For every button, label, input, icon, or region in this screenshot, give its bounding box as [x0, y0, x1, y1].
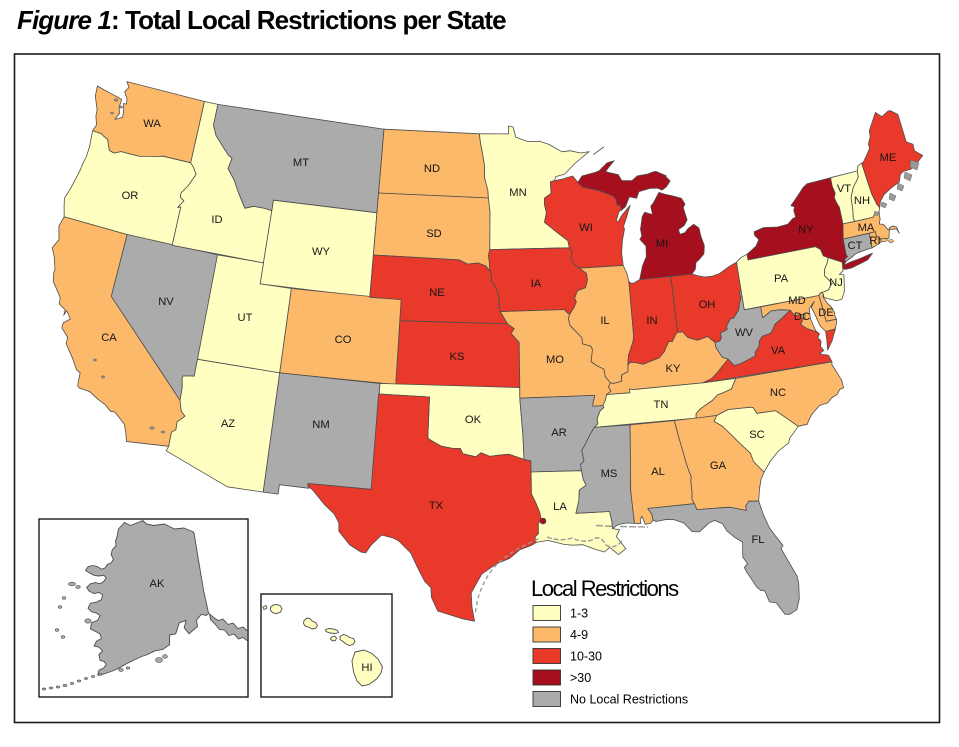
svg-text:MS: MS: [601, 468, 618, 480]
svg-text:4-9: 4-9: [570, 628, 588, 642]
svg-text:CA: CA: [101, 332, 117, 344]
svg-text:DC: DC: [794, 311, 810, 323]
svg-text:TN: TN: [654, 399, 669, 411]
svg-text:MT: MT: [293, 157, 309, 169]
svg-text:No Local Restrictions: No Local Restrictions: [570, 693, 688, 707]
svg-text:LA: LA: [553, 501, 567, 513]
svg-text:CT: CT: [848, 240, 863, 252]
svg-text:WA: WA: [143, 118, 161, 130]
svg-text:WY: WY: [312, 246, 331, 258]
svg-text:MN: MN: [509, 187, 526, 199]
svg-text:SD: SD: [426, 228, 442, 240]
svg-text:IN: IN: [646, 315, 657, 327]
svg-text:MA: MA: [858, 222, 875, 234]
svg-text:KS: KS: [450, 351, 465, 363]
svg-text:NM: NM: [312, 419, 329, 431]
svg-text:NV: NV: [158, 296, 174, 308]
svg-text:NH: NH: [854, 195, 870, 207]
svg-text:IA: IA: [531, 278, 542, 290]
svg-text:NY: NY: [798, 224, 814, 236]
svg-text:MO: MO: [546, 354, 564, 366]
svg-text:NJ: NJ: [829, 277, 843, 289]
svg-text:NC: NC: [770, 387, 786, 399]
svg-text:ND: ND: [424, 163, 440, 175]
svg-text:>30: >30: [570, 671, 591, 685]
svg-text:RI: RI: [869, 235, 880, 247]
svg-text:WV: WV: [735, 327, 754, 339]
svg-text:AL: AL: [651, 466, 665, 478]
svg-text:DE: DE: [818, 307, 834, 319]
svg-text:PA: PA: [774, 273, 789, 285]
svg-text:AZ: AZ: [221, 418, 235, 430]
svg-text:ID: ID: [211, 214, 222, 226]
svg-text:MD: MD: [788, 295, 805, 307]
svg-text:OK: OK: [465, 414, 482, 426]
svg-text:AR: AR: [551, 427, 567, 439]
svg-text:SC: SC: [749, 429, 765, 441]
svg-text:AK: AK: [150, 578, 165, 590]
svg-text:Figure 1: Total Local Restrict: Figure 1: Total Local Restrictions per S…: [17, 5, 506, 35]
svg-text:OH: OH: [699, 299, 716, 311]
svg-text:VA: VA: [771, 345, 786, 357]
svg-text:10-30: 10-30: [570, 650, 602, 664]
svg-text:KY: KY: [666, 363, 681, 375]
svg-text:GA: GA: [710, 460, 727, 472]
svg-text:ME: ME: [880, 152, 897, 164]
svg-text:WI: WI: [579, 222, 593, 234]
svg-text:Local Restrictions: Local Restrictions: [531, 576, 679, 601]
svg-text:UT: UT: [238, 312, 253, 324]
svg-text:CO: CO: [335, 334, 352, 346]
svg-text:1-3: 1-3: [570, 607, 588, 621]
svg-text:HI: HI: [361, 662, 372, 674]
svg-text:OR: OR: [122, 190, 139, 202]
svg-text:VT: VT: [837, 183, 851, 195]
svg-text:FL: FL: [751, 534, 764, 546]
svg-text:MI: MI: [656, 238, 668, 250]
svg-text:NE: NE: [429, 287, 445, 299]
svg-text:TX: TX: [429, 500, 444, 512]
svg-text:IL: IL: [600, 315, 609, 327]
